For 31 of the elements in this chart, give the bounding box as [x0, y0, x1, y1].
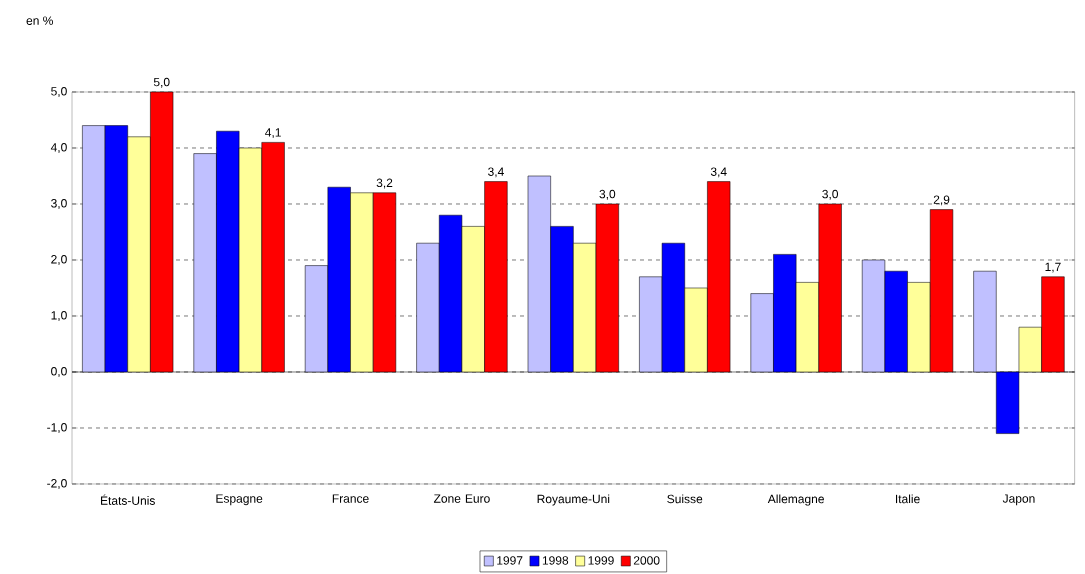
data-label: 3,0 — [599, 189, 616, 200]
y-tick-label: 4,0 — [50, 143, 67, 153]
legend-label: 1998 — [542, 556, 569, 565]
x-tick-label: Allemagne — [767, 494, 824, 506]
data-label: 3,4 — [488, 167, 504, 178]
x-tick-label: États-Unis — [101, 494, 155, 505]
x-tick-label: France — [332, 494, 369, 503]
data-label: 3,0 — [822, 189, 839, 200]
text: en % — [26, 16, 53, 25]
y-tick-label: 5,0 — [51, 87, 67, 97]
data-label: 3,4 — [710, 167, 727, 178]
legend-label: 2000 — [633, 556, 660, 565]
y-tick-label: -2,0 — [47, 479, 67, 489]
x-tick-label: Royaume-Uni — [537, 494, 610, 506]
data-label: 5,0 — [153, 77, 170, 88]
y-tick-label: 3,0 — [51, 199, 67, 209]
data-label: 3,2 — [376, 178, 393, 189]
y-tick-label: 2,0 — [51, 255, 67, 265]
legend-label: 1999 — [588, 556, 614, 565]
x-tick-label: Zone Euro — [433, 494, 490, 503]
data-label: 2,9 — [933, 195, 950, 206]
x-tick-label: Italie — [895, 494, 920, 504]
y-tick-label: 0,0 — [51, 367, 67, 377]
x-tick-label: Espagne — [216, 494, 263, 506]
x-tick-label: Suisse — [667, 494, 703, 504]
legend-label: 1997 — [497, 556, 523, 565]
y-tick-label: 1,0 — [51, 311, 67, 321]
y-tick-label: -1,0 — [47, 423, 67, 433]
data-label: 1,7 — [1045, 262, 1061, 273]
x-tick-label: Japon — [1002, 494, 1035, 506]
data-label: 4,1 — [265, 128, 281, 139]
